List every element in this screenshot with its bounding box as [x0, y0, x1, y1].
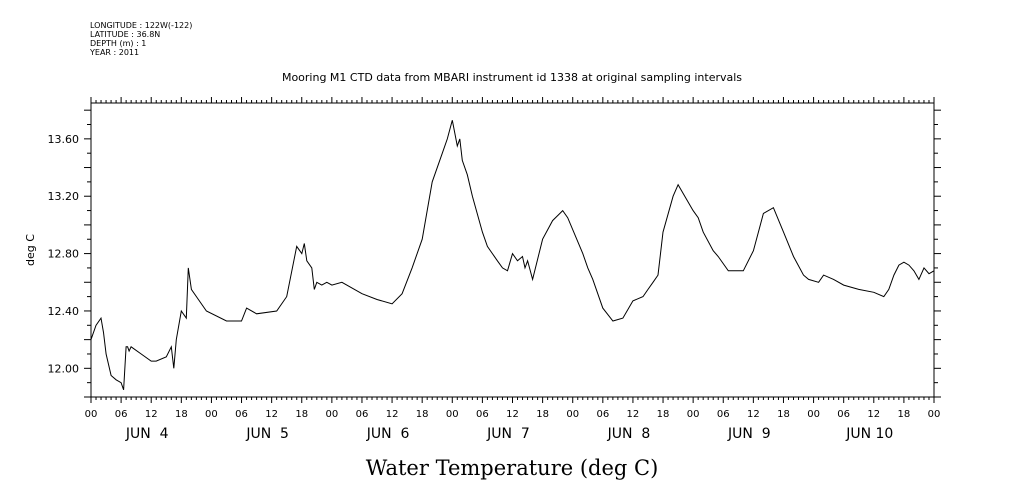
x-hour-label: 18 — [295, 409, 308, 420]
x-hour-label: 18 — [175, 409, 188, 420]
x-hour-label: 00 — [85, 409, 98, 420]
x-hour-label: 12 — [145, 409, 158, 420]
depth-label: DEPTH (m) : 1 — [90, 39, 147, 48]
x-day-label: JUN 9 — [727, 426, 771, 442]
latitude-label: LATITUDE : 36.8N — [90, 30, 161, 39]
x-hour-label: 00 — [928, 409, 941, 420]
x-hour-label: 18 — [657, 409, 670, 420]
x-tick-labels: 00 06 12 18 00 06 12 18 00 06 12 18 00 06 12 18 00 06 12 18… — [85, 409, 941, 420]
y-axis-label: deg C — [24, 234, 37, 266]
longitude-label: LONGITUDE : 122W(-122) — [90, 21, 193, 30]
x-hour-label: 06 — [356, 409, 369, 420]
x-day-label: JUN 8 — [607, 426, 651, 442]
x-hour-label: 18 — [416, 409, 429, 420]
x-hour-label: 06 — [596, 409, 609, 420]
axis-ticks — [84, 97, 941, 403]
x-day-label: JUN 6 — [366, 426, 410, 442]
y-tick-label: 12.00 — [48, 362, 80, 375]
y-tick-label: 12.40 — [48, 305, 80, 318]
year-label: YEAR : 2011 — [90, 48, 140, 57]
metadata-block: LONGITUDE : 122W(-122) LATITUDE : 36.8N … — [90, 21, 192, 57]
x-hour-label: 06 — [115, 409, 128, 420]
y-tick-label: 13.60 — [48, 133, 80, 146]
x-day-label: JUN 7 — [486, 426, 530, 442]
x-hour-label: 18 — [777, 409, 790, 420]
x-hour-label: 06 — [717, 409, 730, 420]
x-hour-label: 06 — [476, 409, 489, 420]
x-hour-label: 06 — [837, 409, 850, 420]
x-hour-label: 00 — [566, 409, 579, 420]
x-hour-label: 00 — [205, 409, 218, 420]
x-day-label: JUN 10 — [845, 426, 893, 442]
chart-title: Mooring M1 CTD data from MBARI instrumen… — [282, 71, 742, 84]
y-tick-label: 12.80 — [48, 248, 80, 261]
x-hour-label: 12 — [506, 409, 519, 420]
x-day-labels: JUN 4 JUN 5 JUN 6 JUN 7 JUN 8 JUN 9 JUN 10 — [125, 426, 893, 442]
x-hour-label: 00 — [807, 409, 820, 420]
x-hour-label: 00 — [687, 409, 700, 420]
water-temperature-line — [90, 120, 935, 390]
x-hour-label: 06 — [235, 409, 248, 420]
x-hour-label: 12 — [386, 409, 399, 420]
x-hour-label: 12 — [867, 409, 880, 420]
x-hour-label: 12 — [747, 409, 760, 420]
plot-frame — [90, 102, 935, 398]
x-axis-label: Water Temperature (deg C) — [366, 456, 659, 480]
x-hour-label: 18 — [536, 409, 549, 420]
y-tick-label: 13.20 — [48, 190, 80, 203]
x-hour-label: 18 — [898, 409, 911, 420]
x-hour-label: 12 — [627, 409, 640, 420]
x-hour-label: 12 — [265, 409, 278, 420]
x-day-label: JUN 4 — [125, 426, 169, 442]
x-hour-label: 00 — [325, 409, 338, 420]
y-tick-labels: 12.00 12.40 12.80 13.20 13.60 — [48, 133, 80, 375]
x-hour-label: 00 — [446, 409, 459, 420]
x-day-label: JUN 5 — [245, 426, 289, 442]
